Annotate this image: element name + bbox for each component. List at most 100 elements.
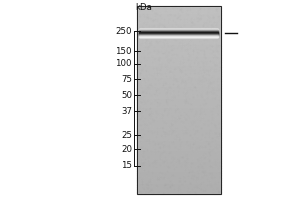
Bar (136, 58, 220, 60)
Bar (139, 34, 218, 35)
Bar (136, 37, 220, 39)
Bar (136, 6, 220, 8)
Bar (139, 30, 218, 31)
Bar (139, 36, 218, 37)
Bar (136, 138, 220, 140)
Text: 20: 20 (121, 144, 132, 154)
Bar (136, 53, 220, 55)
Bar (136, 133, 220, 135)
Bar (139, 29, 218, 30)
Bar (136, 100, 220, 102)
Text: 100: 100 (116, 60, 132, 68)
Bar (136, 18, 220, 20)
Bar (136, 32, 220, 34)
Bar (136, 116, 220, 119)
Bar (136, 67, 220, 69)
Bar (136, 131, 220, 133)
Bar (136, 121, 220, 123)
Bar (136, 173, 220, 175)
Bar (136, 65, 220, 67)
Text: 250: 250 (116, 26, 132, 36)
Bar (136, 187, 220, 189)
Bar (136, 178, 220, 180)
Bar (136, 86, 220, 88)
Bar (136, 128, 220, 131)
Text: 25: 25 (121, 130, 132, 140)
Bar (136, 79, 220, 81)
Bar (136, 140, 220, 142)
Bar (136, 46, 220, 48)
Bar (136, 156, 220, 159)
Bar (136, 161, 220, 163)
Bar (136, 182, 220, 185)
Bar (136, 170, 220, 173)
Bar (136, 180, 220, 182)
Bar (136, 159, 220, 161)
Bar (136, 175, 220, 178)
Bar (136, 168, 220, 170)
Bar (136, 34, 220, 37)
Bar (136, 25, 220, 27)
Bar (139, 29, 218, 30)
Bar (136, 105, 220, 107)
Bar (136, 62, 220, 65)
Bar (136, 102, 220, 105)
Bar (136, 123, 220, 126)
Bar (136, 39, 220, 41)
Bar (136, 126, 220, 128)
Bar (139, 32, 218, 33)
Text: 50: 50 (121, 90, 132, 99)
Bar (136, 192, 220, 194)
Bar (136, 91, 220, 93)
Bar (139, 35, 218, 36)
Bar (139, 31, 218, 32)
Bar (136, 20, 220, 22)
Bar (136, 27, 220, 29)
Bar (136, 95, 220, 98)
Bar (139, 33, 218, 34)
Bar (136, 76, 220, 79)
Bar (136, 189, 220, 192)
Bar (136, 41, 220, 44)
Text: 37: 37 (121, 107, 132, 116)
Text: 150: 150 (116, 46, 132, 55)
Text: 75: 75 (121, 74, 132, 84)
Text: kDa: kDa (135, 3, 152, 12)
Bar (136, 107, 220, 109)
Bar (136, 22, 220, 25)
Bar (136, 114, 220, 116)
Bar (136, 69, 220, 72)
Bar (136, 44, 220, 46)
Bar (136, 154, 220, 156)
Bar (136, 145, 220, 147)
Bar (136, 60, 220, 62)
Bar (136, 163, 220, 166)
Bar (136, 109, 220, 112)
Bar (139, 36, 218, 37)
Bar (136, 112, 220, 114)
Bar (139, 31, 218, 32)
Bar (136, 6, 220, 194)
Bar (139, 33, 218, 34)
Bar (136, 81, 220, 84)
Bar (136, 55, 220, 58)
Bar (136, 51, 220, 53)
Bar (136, 147, 220, 149)
Bar (136, 185, 220, 187)
Bar (136, 142, 220, 145)
Bar (136, 8, 220, 11)
Bar (136, 152, 220, 154)
Bar (136, 13, 220, 15)
Bar (136, 72, 220, 74)
Bar (139, 34, 218, 35)
Bar (139, 35, 218, 36)
Bar (136, 135, 220, 138)
Bar (136, 88, 220, 91)
Bar (136, 166, 220, 168)
Bar (136, 98, 220, 100)
Bar (136, 149, 220, 152)
Bar (136, 119, 220, 121)
Bar (136, 48, 220, 51)
Bar (136, 15, 220, 18)
Bar (136, 11, 220, 13)
